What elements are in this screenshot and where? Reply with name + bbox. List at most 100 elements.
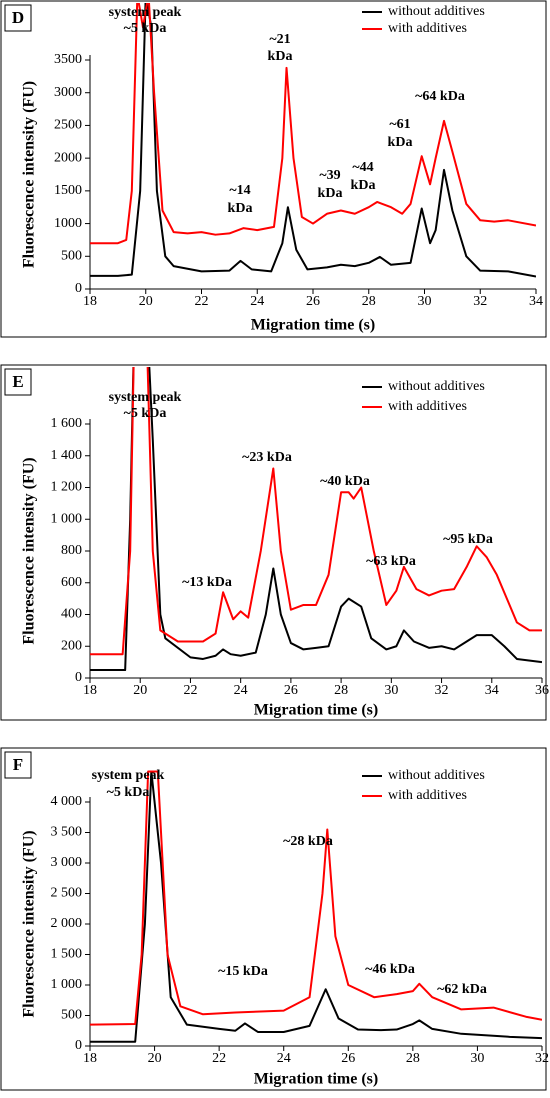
x-tick-label: 24 — [250, 294, 264, 309]
peak-annotation: kDa — [318, 186, 343, 201]
peak-annotation: ~61 — [389, 117, 410, 132]
peak-annotation: kDa — [351, 178, 376, 193]
y-tick-label: 1 400 — [51, 448, 83, 463]
y-tick-label: 1000 — [54, 216, 82, 231]
y-axis-label: Fluorescence intensity (FU) — [21, 81, 38, 268]
y-tick-label: 2 000 — [51, 916, 83, 931]
y-tick-label: 3000 — [54, 85, 82, 100]
y-tick-label: 1 000 — [51, 977, 83, 992]
x-tick-label: 28 — [406, 1051, 420, 1066]
y-axis-label: Fluorescence intensity (FU) — [21, 830, 38, 1017]
y-tick-label: 0 — [75, 281, 82, 296]
peak-annotation: ~13 kDa — [182, 575, 232, 590]
y-tick-label: 200 — [61, 638, 82, 653]
peak-annotation: ~5 kDa — [124, 21, 167, 36]
panel-label: D — [12, 8, 24, 27]
peak-annotation: ~64 kDa — [415, 89, 465, 104]
x-tick-label: 26 — [284, 683, 298, 698]
x-tick-label: 22 — [195, 294, 209, 309]
y-tick-label: 1 000 — [51, 511, 83, 526]
x-tick-label: 30 — [384, 683, 398, 698]
legend-label: without additives — [388, 379, 485, 394]
y-tick-label: 4 000 — [51, 794, 83, 809]
peak-annotation: ~5 kDa — [107, 785, 150, 800]
y-tick-label: 500 — [61, 249, 82, 264]
peak-annotation: ~46 kDa — [365, 962, 415, 977]
y-tick-label: 0 — [75, 670, 82, 685]
x-tick-label: 22 — [183, 683, 197, 698]
x-axis-label: Migration time (s) — [254, 702, 378, 719]
panel-frame — [0, 747, 547, 1091]
x-tick-label: 20 — [133, 683, 147, 698]
x-axis-label: Migration time (s) — [254, 1071, 378, 1088]
y-tick-label: 2000 — [54, 150, 82, 165]
y-tick-label: 3500 — [54, 52, 82, 67]
x-axis-label: Migration time (s) — [251, 317, 375, 334]
x-tick-label: 18 — [83, 1051, 97, 1066]
peak-annotation: ~28 kDa — [283, 834, 333, 849]
x-tick-label: 32 — [535, 1051, 549, 1066]
y-tick-label: 3 000 — [51, 855, 83, 870]
peak-annotation: ~39 — [319, 168, 340, 183]
peak-annotation: system peak — [109, 5, 182, 20]
panel-label-box — [4, 4, 32, 32]
series-line — [90, 367, 542, 656]
peak-annotation: kDa — [388, 135, 413, 150]
y-tick-label: 1500 — [54, 183, 82, 198]
x-tick-label: 20 — [148, 1051, 162, 1066]
legend-label: with additives — [388, 788, 467, 803]
series-line — [90, 770, 542, 1043]
peak-annotation: system peak — [92, 768, 165, 783]
y-tick-label: 0 — [75, 1038, 82, 1053]
y-tick-label: 1 200 — [51, 480, 83, 495]
panel-frame — [0, 0, 547, 338]
series-line — [90, 367, 542, 672]
panel-label: F — [13, 755, 23, 774]
y-tick-label: 2 500 — [51, 886, 83, 901]
x-tick-label: 26 — [306, 294, 320, 309]
legend-label: with additives — [388, 399, 467, 414]
y-tick-label: 500 — [61, 1008, 82, 1023]
panel-frame — [0, 364, 547, 721]
peak-annotation: ~44 — [352, 160, 373, 175]
x-tick-label: 30 — [418, 294, 432, 309]
x-tick-label: 22 — [212, 1051, 226, 1066]
x-tick-label: 18 — [83, 683, 97, 698]
x-tick-label: 24 — [277, 1051, 291, 1066]
peak-annotation: kDa — [268, 49, 293, 64]
panel-label-box — [4, 368, 32, 396]
x-tick-label: 34 — [485, 683, 499, 698]
y-tick-label: 800 — [61, 543, 82, 558]
x-tick-label: 28 — [362, 294, 376, 309]
y-tick-label: 3 500 — [51, 825, 83, 840]
x-tick-label: 32 — [435, 683, 449, 698]
legend-label: with additives — [388, 21, 467, 36]
peak-annotation: ~21 — [269, 32, 290, 47]
series-line — [90, 3, 536, 245]
y-tick-label: 1 500 — [51, 947, 83, 962]
x-tick-label: 32 — [473, 294, 487, 309]
legend-label: without additives — [388, 4, 485, 19]
x-tick-label: 24 — [234, 683, 248, 698]
panel-label-box — [4, 751, 32, 779]
peak-annotation: ~23 kDa — [242, 450, 292, 465]
peak-annotation: ~5 kDa — [124, 406, 167, 421]
peak-annotation: ~95 kDa — [443, 532, 493, 547]
peak-annotation: ~14 — [229, 183, 250, 198]
x-tick-label: 36 — [535, 683, 549, 698]
y-tick-label: 600 — [61, 575, 82, 590]
x-tick-label: 26 — [341, 1051, 355, 1066]
peak-annotation: ~40 kDa — [320, 474, 370, 489]
peak-annotation: kDa — [228, 201, 253, 216]
peak-annotation: ~62 kDa — [437, 982, 487, 997]
peak-annotation: system peak — [109, 390, 182, 405]
y-tick-label: 400 — [61, 607, 82, 622]
x-tick-label: 28 — [334, 683, 348, 698]
x-tick-label: 34 — [529, 294, 543, 309]
peak-annotation: ~63 kDa — [366, 554, 416, 569]
y-tick-label: 2500 — [54, 118, 82, 133]
y-axis-label: Fluorescence intensity (FU) — [21, 457, 38, 644]
series-line — [90, 770, 542, 1026]
x-tick-label: 18 — [83, 294, 97, 309]
